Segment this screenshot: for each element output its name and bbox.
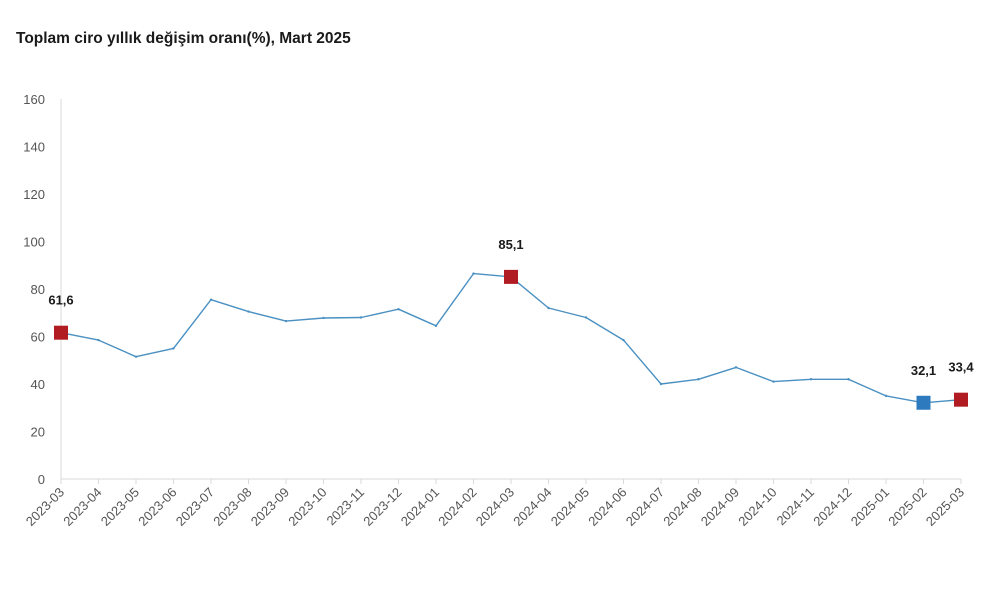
y-tick-label: 120 (23, 187, 45, 202)
x-tick-label: 2023-03 (23, 485, 67, 529)
highlight-marker (916, 395, 931, 410)
x-tick-label: 2023-04 (60, 485, 104, 529)
y-tick-label: 160 (23, 92, 45, 107)
y-tick-label: 20 (31, 425, 45, 440)
data-point (284, 319, 288, 323)
x-tick-label: 2023-05 (98, 485, 142, 529)
x-tick-label: 2024-07 (623, 485, 667, 529)
x-tick-label: 2025-03 (923, 485, 967, 529)
y-tick-label: 80 (31, 282, 45, 297)
y-tick-label: 0 (38, 472, 45, 487)
data-point (584, 316, 588, 319)
x-axis: 2023-032023-042023-052023-062023-072023-… (23, 478, 967, 529)
data-point (659, 382, 663, 386)
x-tick-label: 2024-10 (735, 485, 779, 529)
chart-title: Toplam ciro yıllık değişim oranı(%), Mar… (16, 30, 351, 47)
data-point (247, 310, 250, 313)
x-tick-label: 2023-09 (248, 485, 292, 529)
x-tick-label: 2024-12 (810, 485, 854, 529)
data-point (772, 380, 775, 383)
data-point (322, 316, 325, 320)
x-tick-label: 2023-11 (323, 485, 367, 529)
data-point (172, 347, 175, 350)
x-tick-label: 2024-05 (548, 485, 592, 529)
highlight-marker (954, 392, 968, 407)
x-tick-label: 2024-04 (510, 485, 554, 529)
data-point (434, 324, 438, 328)
x-tick-label: 2025-01 (848, 485, 892, 529)
x-tick-label: 2024-01 (398, 485, 442, 529)
data-label: 32,1 (911, 363, 936, 378)
y-tick-label: 60 (31, 330, 45, 345)
data-point (809, 378, 813, 381)
x-tick-label: 2024-08 (660, 485, 704, 529)
x-tick-label: 2025-02 (885, 485, 929, 529)
highlight-marker (504, 269, 518, 284)
y-tick-label: 140 (23, 140, 45, 155)
data-point (847, 378, 850, 381)
data-point (397, 307, 400, 311)
x-tick-label: 2024-09 (698, 485, 742, 529)
data-label: 33,4 (948, 360, 974, 375)
y-tick-label: 100 (23, 235, 45, 250)
series-group (59, 272, 963, 404)
y-axis: 0 20 40 60 80 100 120 140 160 (23, 92, 62, 487)
series-line (60, 272, 962, 404)
x-tick-label: 2023-08 (210, 485, 254, 529)
x-tick-label: 2024-03 (473, 485, 517, 529)
data-point (209, 298, 213, 301)
x-tick-label: 2024-11 (773, 485, 817, 529)
data-point (884, 394, 888, 398)
x-tick-label: 2023-12 (360, 485, 404, 529)
data-point (134, 355, 138, 358)
x-tick-label: 2024-06 (585, 485, 629, 529)
x-tick-label: 2023-10 (285, 485, 329, 529)
highlight-marker (54, 325, 68, 340)
x-tick-label: 2024-02 (435, 485, 479, 529)
data-point (697, 378, 700, 381)
x-tick-label: 2023-06 (135, 485, 179, 529)
highlight-group: 61,6 85,1 32,1 33,4 (48, 237, 974, 410)
data-point (472, 272, 475, 275)
y-tick-label: 40 (31, 377, 45, 392)
data-point (734, 366, 738, 369)
data-point (359, 316, 363, 319)
data-label: 85,1 (498, 237, 523, 252)
data-label: 61,6 (48, 293, 73, 308)
x-tick-label: 2023-07 (173, 485, 217, 529)
data-point (547, 306, 550, 310)
data-point (622, 338, 625, 342)
data-point (97, 338, 100, 342)
